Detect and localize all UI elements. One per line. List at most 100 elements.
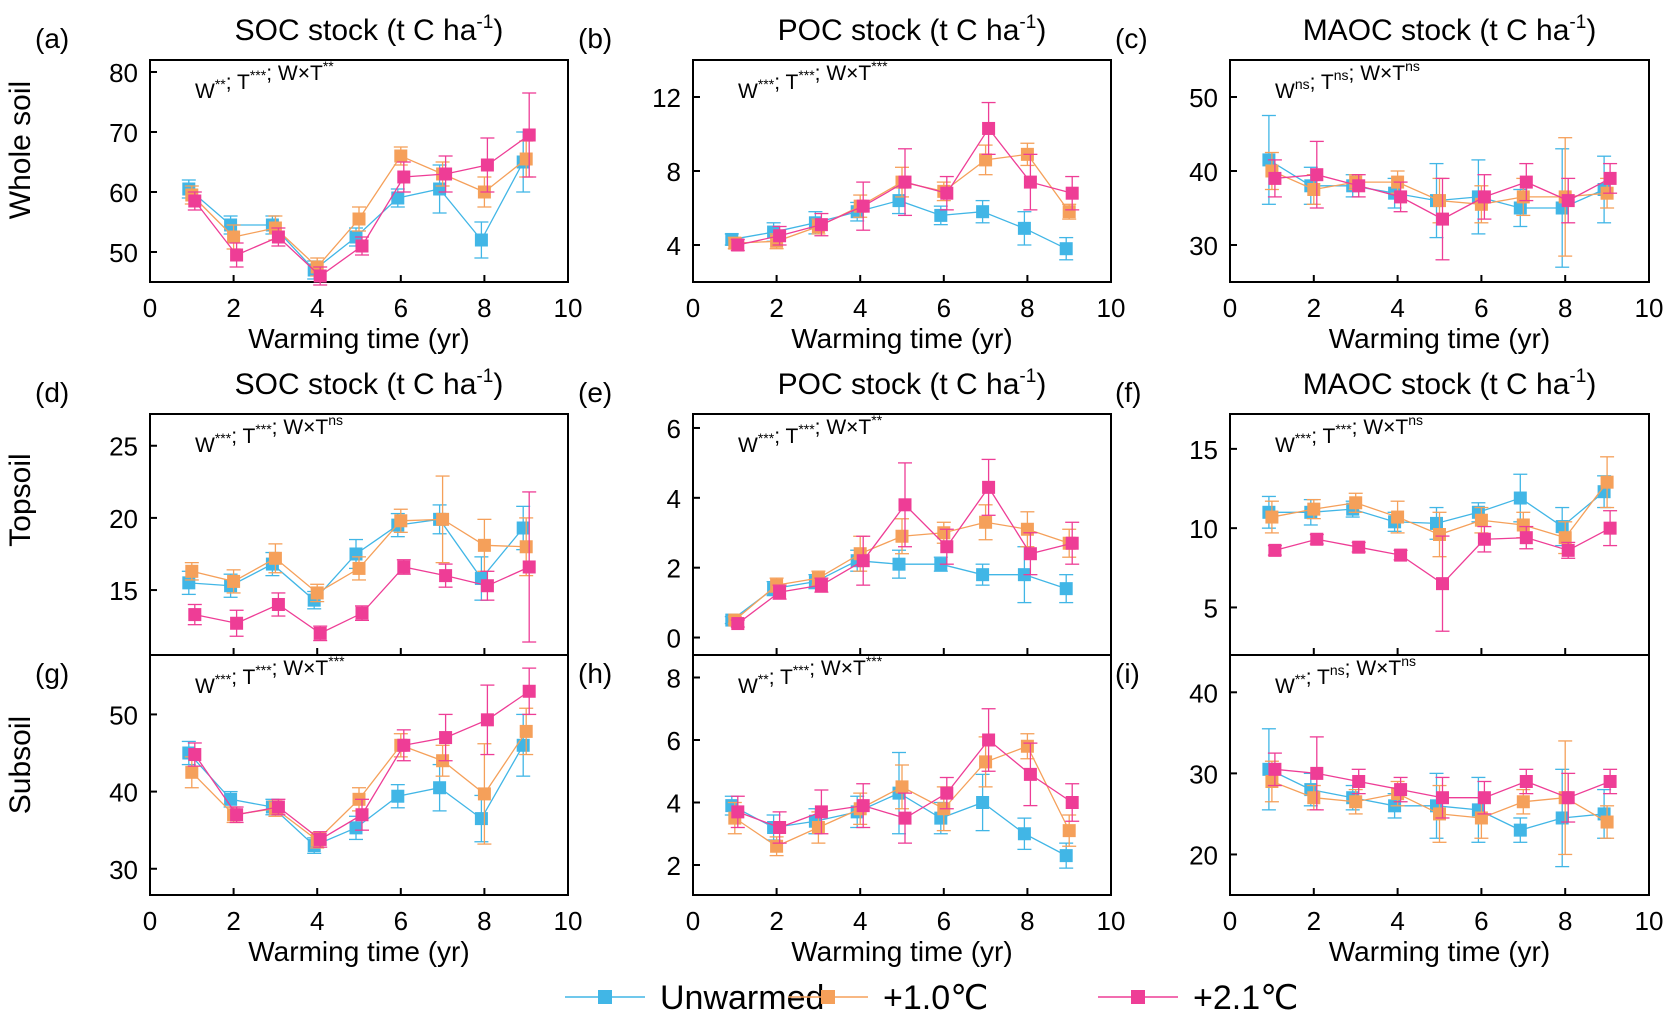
x-tick-label: 0: [686, 906, 700, 936]
data-point: [313, 269, 327, 283]
data-point: [439, 167, 453, 181]
data-point: [814, 218, 828, 232]
data-point: [355, 808, 369, 822]
data-point: [1516, 795, 1530, 809]
stats-annotation: W**; Tns; W×Tns: [1275, 653, 1416, 698]
data-point: [391, 789, 405, 803]
panel: 15 20 25 (d) SOC stock (t C ha-1) W***; T***;…: [35, 366, 569, 656]
legend-marker: [1131, 990, 1145, 1004]
panel-tag: (i): [1115, 658, 1140, 689]
panel-tag: (e): [578, 377, 612, 408]
data-point: [856, 799, 870, 813]
y-tick-label: 12: [652, 83, 681, 113]
series-2: [730, 101, 1080, 252]
data-point: [1394, 548, 1408, 562]
data-point: [982, 733, 996, 747]
data-point: [1477, 190, 1491, 204]
data-point: [982, 121, 996, 135]
data-point: [516, 521, 530, 535]
x-axis-label: Warming time (yr): [791, 936, 1012, 967]
data-point: [940, 786, 954, 800]
y-tick-label: 50: [109, 238, 138, 268]
legend-label: +2.1℃: [1193, 979, 1298, 1017]
x-tick-label: 8: [477, 293, 491, 323]
data-point: [976, 796, 990, 809]
data-point: [856, 199, 870, 213]
data-point: [516, 738, 530, 752]
data-point: [937, 526, 951, 540]
y-tick-label: 2: [667, 554, 681, 584]
data-point: [1310, 766, 1324, 780]
x-tick-label: 4: [310, 293, 324, 323]
stats-annotation: W**; T***; W×T***: [738, 653, 883, 698]
data-point: [188, 608, 202, 622]
data-point: [1516, 518, 1530, 532]
data-point: [979, 755, 993, 769]
data-point: [227, 574, 241, 588]
legend-entry: Unwarmed: [565, 979, 824, 1017]
y-tick-label: 40: [1189, 157, 1218, 187]
data-point: [1307, 183, 1321, 196]
data-point: [731, 805, 745, 819]
panel: 0 2 4 6 (e) POC stock (t C ha-1) W***; T***; W…: [578, 366, 1112, 656]
data-point: [1474, 811, 1488, 825]
y-tick-label: 4: [667, 484, 681, 514]
y-tick-label: 8: [667, 664, 681, 694]
data-point: [519, 724, 533, 738]
x-tick-label: 10: [1635, 906, 1664, 936]
plot-frame: [149, 59, 569, 283]
data-point: [1391, 510, 1405, 524]
series-1: [1264, 456, 1615, 558]
data-point: [1023, 767, 1037, 781]
data-point: [1603, 521, 1617, 535]
y-tick-label: 0: [667, 624, 681, 654]
data-point: [898, 811, 912, 825]
stats-annotation: W***; T***; W×T***: [738, 58, 888, 103]
data-point: [1349, 795, 1363, 809]
y-tick-label: 30: [109, 855, 138, 885]
data-point: [1516, 190, 1530, 204]
data-point: [1017, 221, 1031, 235]
x-tick-label: 10: [1097, 293, 1126, 323]
panel-tag: (g): [35, 658, 69, 689]
data-point: [1519, 531, 1533, 545]
data-point: [1352, 540, 1366, 554]
data-point: [433, 182, 447, 196]
x-tick-label: 2: [769, 906, 783, 936]
y-tick-label: 4: [667, 231, 681, 261]
data-point: [397, 170, 411, 184]
panel-tag: (h): [578, 658, 612, 689]
data-point: [892, 557, 906, 571]
legend-entry: +1.0℃: [788, 979, 988, 1017]
y-tick-label: 25: [109, 432, 138, 462]
data-point: [934, 208, 948, 222]
legend-marker: [598, 990, 612, 1004]
row-label-whole-soil: Whole soil: [4, 81, 37, 219]
data-point: [1474, 513, 1488, 527]
plot-frame: [692, 654, 1112, 896]
panel-title: MAOC stock (t C ha-1): [1303, 12, 1597, 47]
x-axis-label: Warming time (yr): [1329, 323, 1550, 354]
data-point: [940, 186, 954, 200]
data-point: [811, 821, 825, 834]
row-labels: Whole soil Topsoil Subsoil: [4, 81, 37, 814]
row-label-topsoil: Topsoil: [4, 453, 37, 546]
data-point: [731, 617, 745, 631]
x-tick-label: 4: [853, 906, 867, 936]
y-tick-label: 8: [667, 157, 681, 187]
data-point: [271, 800, 285, 814]
panel: 30 40 50 0 2 4 6 8 10 Warming time (yr) (g) W***; T…: [35, 653, 582, 967]
data-point: [1561, 543, 1575, 557]
series-2: [730, 708, 1080, 844]
data-point: [1310, 168, 1324, 182]
data-point: [397, 560, 411, 574]
x-tick-label: 10: [554, 906, 583, 936]
panel-title: SOC stock (t C ha-1): [235, 12, 504, 47]
data-point: [1600, 475, 1614, 489]
x-tick-label: 4: [853, 293, 867, 323]
series-2: [187, 491, 537, 643]
data-point: [773, 585, 787, 599]
data-point: [1513, 491, 1527, 505]
